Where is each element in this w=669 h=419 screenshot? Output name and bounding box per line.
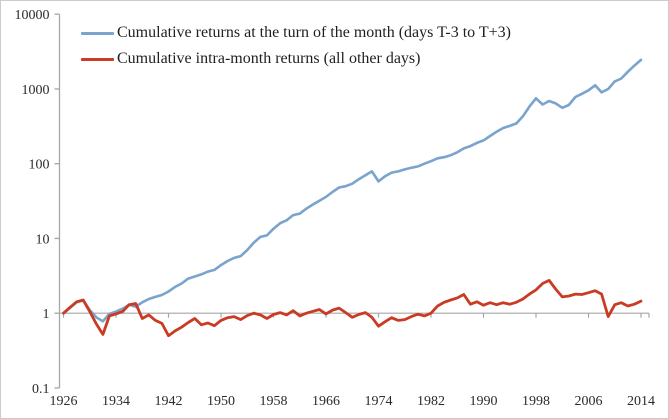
legend-line-swatch-red [81, 57, 114, 61]
legend-item-intra-month: Cumulative intra-month returns (all othe… [81, 46, 511, 72]
x-axis-tick-label: 1990 [470, 394, 498, 409]
x-axis-tick-label: 1958 [260, 394, 288, 409]
x-axis-tick-label: 1942 [155, 394, 183, 409]
x-axis-tick-label: 1934 [102, 394, 130, 409]
x-axis-tick-label: 1974 [365, 394, 393, 409]
legend-label-intra-month: Cumulative intra-month returns (all othe… [117, 50, 421, 67]
legend-line-swatch-blue [81, 31, 114, 35]
y-axis-tick-label: 1 [43, 307, 50, 322]
x-axis-tick-label: 2014 [627, 394, 655, 409]
y-axis-tick-label: 10000 [15, 8, 50, 23]
y-axis-tick-label: 1000 [22, 83, 50, 98]
x-axis-tick-label: 1982 [417, 394, 445, 409]
series-line-intra-month [62, 278, 643, 338]
x-axis-tick-label: 1966 [312, 394, 340, 409]
legend-label-turn-of-month: Cumulative returns at the turn of the mo… [117, 24, 511, 41]
y-axis-tick-label: 0.1 [32, 382, 50, 397]
y-axis-tick-label: 10 [36, 232, 50, 247]
x-axis-tick-label: 1926 [50, 394, 78, 409]
x-axis-tick-label: 1998 [522, 394, 550, 409]
x-axis-tick-label: 2006 [575, 394, 603, 409]
y-axis-tick-label: 100 [29, 158, 50, 173]
legend-item-turn-of-month: Cumulative returns at the turn of the mo… [81, 20, 511, 46]
series-line-turn-of-month [62, 58, 643, 323]
x-axis-tick-label: 1950 [207, 394, 235, 409]
chart-legend: Cumulative returns at the turn of the mo… [81, 20, 511, 72]
